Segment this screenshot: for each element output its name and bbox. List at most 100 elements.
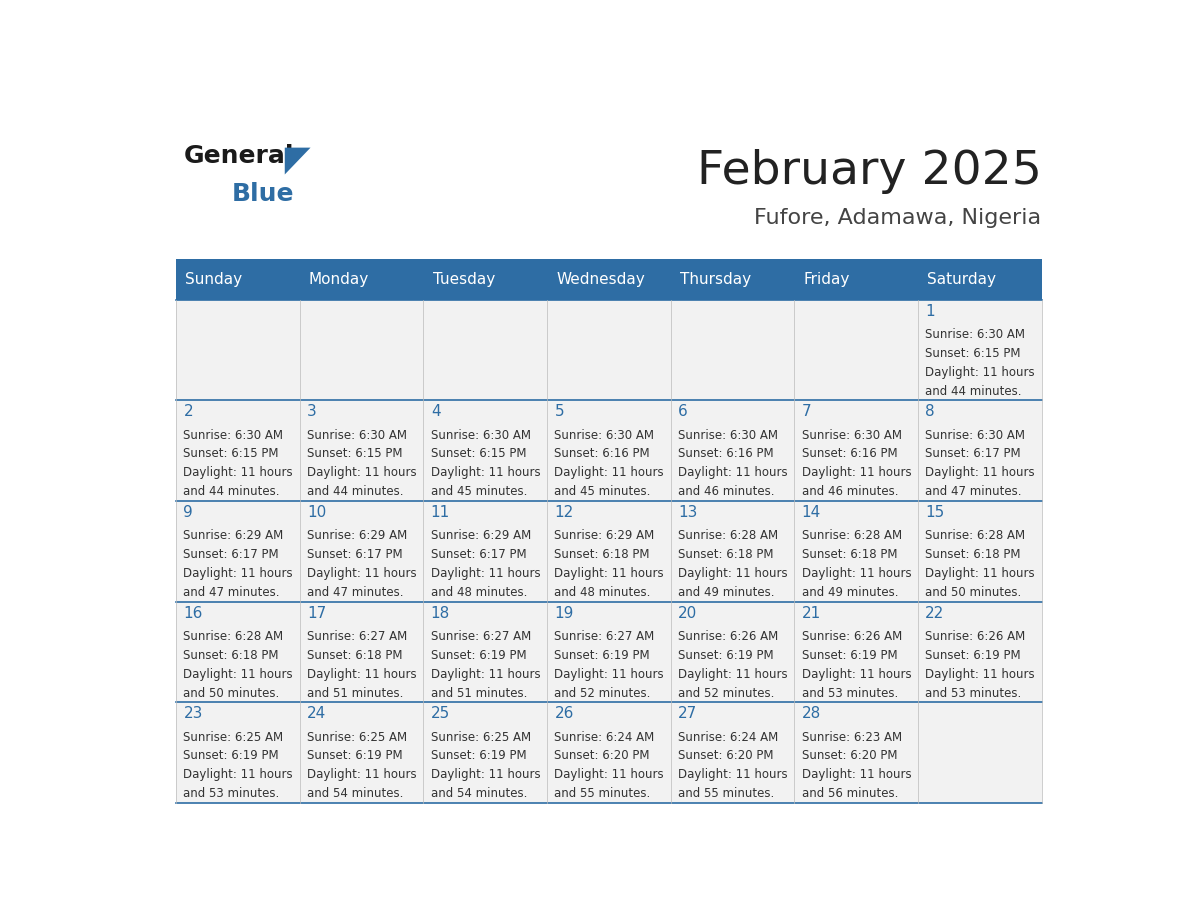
Text: 4: 4 (431, 405, 441, 420)
Text: Sunset: 6:18 PM: Sunset: 6:18 PM (678, 548, 773, 561)
Text: Sunrise: 6:25 AM: Sunrise: 6:25 AM (431, 731, 531, 744)
Text: and 52 minutes.: and 52 minutes. (678, 687, 775, 700)
Text: Daylight: 11 hours: Daylight: 11 hours (555, 667, 664, 680)
Text: Sunrise: 6:30 AM: Sunrise: 6:30 AM (802, 429, 902, 442)
Text: 17: 17 (308, 606, 327, 621)
Text: and 50 minutes.: and 50 minutes. (925, 586, 1022, 599)
Text: Sunrise: 6:30 AM: Sunrise: 6:30 AM (431, 429, 531, 442)
Text: 3: 3 (308, 405, 317, 420)
Text: Sunrise: 6:26 AM: Sunrise: 6:26 AM (925, 630, 1025, 643)
Text: Daylight: 11 hours: Daylight: 11 hours (925, 365, 1035, 379)
Text: and 46 minutes.: and 46 minutes. (802, 486, 898, 498)
Text: Blue: Blue (232, 183, 293, 207)
Text: 25: 25 (431, 707, 450, 722)
Text: Sunset: 6:19 PM: Sunset: 6:19 PM (678, 649, 773, 662)
Bar (795, 299, 918, 400)
Text: Sunrise: 6:30 AM: Sunrise: 6:30 AM (555, 429, 655, 442)
Text: Tuesday: Tuesday (432, 272, 495, 286)
Text: and 45 minutes.: and 45 minutes. (431, 486, 527, 498)
Text: and 53 minutes.: and 53 minutes. (925, 687, 1022, 700)
Bar (671, 501, 795, 601)
Text: Sunset: 6:15 PM: Sunset: 6:15 PM (183, 447, 279, 461)
Text: Daylight: 11 hours: Daylight: 11 hours (802, 466, 911, 479)
Text: Sunset: 6:15 PM: Sunset: 6:15 PM (308, 447, 403, 461)
Bar (176, 601, 299, 702)
Text: 27: 27 (678, 707, 697, 722)
Bar (671, 299, 795, 400)
Text: and 45 minutes.: and 45 minutes. (555, 486, 651, 498)
Text: 15: 15 (925, 505, 944, 521)
Text: Sunset: 6:16 PM: Sunset: 6:16 PM (678, 447, 773, 461)
Bar (546, 400, 671, 501)
Text: 23: 23 (183, 707, 203, 722)
Text: 24: 24 (308, 707, 327, 722)
Bar (795, 601, 918, 702)
Text: and 48 minutes.: and 48 minutes. (555, 586, 651, 599)
Text: and 53 minutes.: and 53 minutes. (183, 788, 279, 800)
Bar (671, 702, 795, 803)
Text: 6: 6 (678, 405, 688, 420)
Text: Daylight: 11 hours: Daylight: 11 hours (308, 567, 417, 580)
Text: and 47 minutes.: and 47 minutes. (183, 586, 280, 599)
Bar (546, 601, 671, 702)
Text: 9: 9 (183, 505, 194, 521)
Text: Sunrise: 6:30 AM: Sunrise: 6:30 AM (308, 429, 407, 442)
Text: Daylight: 11 hours: Daylight: 11 hours (308, 667, 417, 680)
Text: 2: 2 (183, 405, 194, 420)
Text: 20: 20 (678, 606, 697, 621)
Text: 26: 26 (555, 707, 574, 722)
Text: Sunset: 6:18 PM: Sunset: 6:18 PM (555, 548, 650, 561)
Bar (918, 601, 1042, 702)
Bar (918, 400, 1042, 501)
Text: Sunset: 6:17 PM: Sunset: 6:17 PM (308, 548, 403, 561)
Text: and 55 minutes.: and 55 minutes. (678, 788, 775, 800)
Text: Sunrise: 6:28 AM: Sunrise: 6:28 AM (678, 529, 778, 543)
Text: and 51 minutes.: and 51 minutes. (308, 687, 404, 700)
Text: and 51 minutes.: and 51 minutes. (431, 687, 527, 700)
Text: Sunset: 6:18 PM: Sunset: 6:18 PM (183, 649, 279, 662)
Text: Daylight: 11 hours: Daylight: 11 hours (925, 567, 1035, 580)
Text: Daylight: 11 hours: Daylight: 11 hours (308, 466, 417, 479)
Text: Fufore, Adamawa, Nigeria: Fufore, Adamawa, Nigeria (754, 207, 1042, 228)
Text: Sunset: 6:17 PM: Sunset: 6:17 PM (925, 447, 1020, 461)
Text: Daylight: 11 hours: Daylight: 11 hours (183, 768, 293, 781)
Text: 22: 22 (925, 606, 944, 621)
Text: Sunrise: 6:29 AM: Sunrise: 6:29 AM (183, 529, 284, 543)
Bar (671, 400, 795, 501)
Text: Daylight: 11 hours: Daylight: 11 hours (678, 667, 788, 680)
Text: Sunset: 6:19 PM: Sunset: 6:19 PM (431, 649, 526, 662)
Text: Monday: Monday (309, 272, 369, 286)
Bar (918, 501, 1042, 601)
Bar (795, 501, 918, 601)
Text: and 56 minutes.: and 56 minutes. (802, 788, 898, 800)
Text: and 48 minutes.: and 48 minutes. (431, 586, 527, 599)
Text: and 50 minutes.: and 50 minutes. (183, 687, 279, 700)
Text: Sunset: 6:17 PM: Sunset: 6:17 PM (183, 548, 279, 561)
Text: Sunset: 6:19 PM: Sunset: 6:19 PM (555, 649, 650, 662)
Text: Thursday: Thursday (680, 272, 751, 286)
Text: Daylight: 11 hours: Daylight: 11 hours (555, 567, 664, 580)
Text: Daylight: 11 hours: Daylight: 11 hours (308, 768, 417, 781)
Text: and 52 minutes.: and 52 minutes. (555, 687, 651, 700)
Text: Daylight: 11 hours: Daylight: 11 hours (802, 768, 911, 781)
Text: 12: 12 (555, 505, 574, 521)
Text: Daylight: 11 hours: Daylight: 11 hours (555, 466, 664, 479)
Text: Daylight: 11 hours: Daylight: 11 hours (431, 466, 541, 479)
Text: Daylight: 11 hours: Daylight: 11 hours (183, 466, 293, 479)
Bar (299, 702, 423, 803)
Text: February 2025: February 2025 (696, 149, 1042, 194)
Text: Wednesday: Wednesday (556, 272, 645, 286)
Text: Sunset: 6:17 PM: Sunset: 6:17 PM (431, 548, 526, 561)
Text: and 46 minutes.: and 46 minutes. (678, 486, 775, 498)
Text: Sunrise: 6:30 AM: Sunrise: 6:30 AM (925, 328, 1025, 341)
Bar (918, 299, 1042, 400)
Text: and 44 minutes.: and 44 minutes. (925, 385, 1022, 397)
Text: Sunrise: 6:28 AM: Sunrise: 6:28 AM (183, 630, 284, 643)
Text: Daylight: 11 hours: Daylight: 11 hours (183, 567, 293, 580)
Bar (546, 702, 671, 803)
Text: Sunset: 6:18 PM: Sunset: 6:18 PM (925, 548, 1020, 561)
Bar (423, 299, 546, 400)
Text: 10: 10 (308, 505, 327, 521)
Text: Sunset: 6:19 PM: Sunset: 6:19 PM (431, 749, 526, 763)
Text: Sunday: Sunday (185, 272, 242, 286)
